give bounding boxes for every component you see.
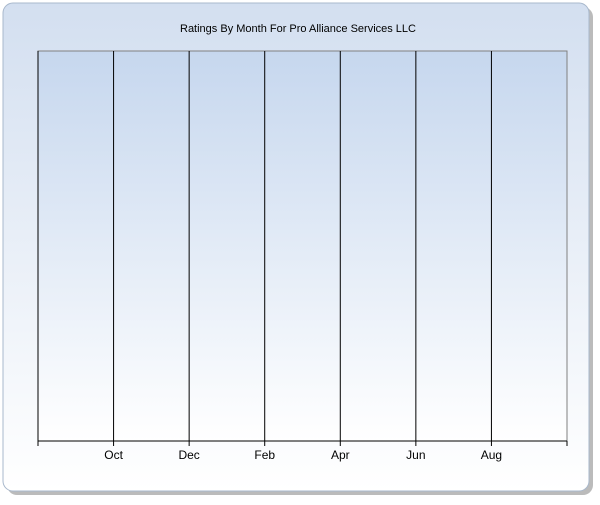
x-tick-label: Aug [481, 448, 502, 462]
plot-area [37, 50, 568, 442]
x-tick-label: Oct [104, 448, 123, 462]
chart-title: Ratings By Month For Pro Alliance Servic… [180, 23, 416, 35]
x-tick-label: Jun [406, 448, 425, 462]
x-tick-label: Apr [331, 448, 350, 462]
x-tick-label: Dec [178, 448, 199, 462]
x-tick-label: Feb [254, 448, 275, 462]
